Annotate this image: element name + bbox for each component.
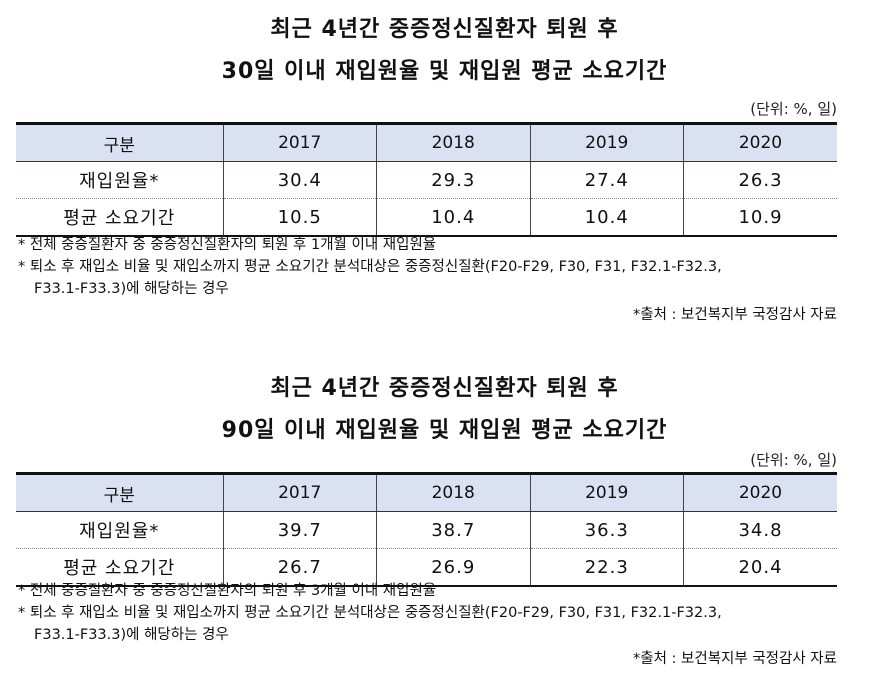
footnote-continuation: F33.1-F33.3)에 해당하는 경우	[34, 281, 229, 297]
footnote: * 퇴소 후 재입소 비율 및 재입소까지 평균 소요기간 분석대상은 중증정신…	[18, 259, 722, 275]
table-cell: 36.3	[529, 511, 684, 549]
footnote: * 전체 중증질환자 중 중증정신질환자의 퇴원 후 1개월 이내 재입원율	[18, 237, 437, 253]
source-note: *출처 : 보건복지부 국정감사 자료	[633, 307, 837, 323]
header-year: 2019	[529, 472, 684, 512]
header-year: 2018	[376, 122, 531, 162]
section-title-line1: 최근 4년간 중증정신질환자 퇴원 후	[270, 17, 619, 42]
row-label: 평균 소요기간	[16, 548, 224, 587]
table-header-row: 구분 2017 2018 2019 2020	[16, 122, 837, 162]
section-title-line2: 30일 이내 재입원율 및 재입원 평균 소요기간	[221, 59, 668, 84]
row-label: 평균 소요기간	[16, 198, 224, 237]
table-cell: 26.7	[222, 548, 377, 587]
table-row: 평균 소요기간 26.7 26.9 22.3 20.4	[16, 548, 837, 587]
table-cell: 27.4	[529, 161, 684, 199]
header-year: 2020	[683, 122, 837, 162]
table-row: 재입원율* 39.7 38.7 36.3 34.8	[16, 511, 837, 549]
table-cell: 38.7	[376, 511, 531, 549]
table-cell: 26.3	[683, 161, 837, 199]
unit-label: (단위: %, 일)	[750, 100, 837, 118]
section-title-line1: 최근 4년간 중증정신질환자 퇴원 후	[270, 376, 619, 401]
section-90-day: 최근 4년간 중증정신질환자 퇴원 후 90일 이내 재입원율 및 재입원 평균…	[0, 359, 889, 667]
table-cell: 22.3	[529, 548, 684, 587]
footnotes: * 전체 중증질환자 중 중증정신질환자의 퇴원 후 1개월 이내 재입원율 *…	[18, 234, 848, 300]
table-cell: 39.7	[222, 511, 377, 549]
table-cell: 29.3	[376, 161, 531, 199]
row-label: 재입원율*	[16, 161, 224, 199]
header-year: 2019	[529, 122, 684, 162]
table-row: 재입원율* 30.4 29.3 27.4 26.3	[16, 161, 837, 199]
table-header-row: 구분 2017 2018 2019 2020	[16, 472, 837, 512]
table-cell: 10.5	[222, 198, 377, 237]
table-cell: 10.4	[376, 198, 531, 237]
table-cell: 10.4	[529, 198, 684, 237]
header-category: 구분	[16, 472, 224, 512]
section-title-line2: 90일 이내 재입원율 및 재입원 평균 소요기간	[221, 418, 668, 443]
footnotes: * 전체 중증질환자 중 중증정신질환자의 퇴원 후 3개월 이내 재입원율 *…	[18, 580, 848, 646]
table-row: 평균 소요기간 10.5 10.4 10.4 10.9	[16, 198, 837, 237]
footnote: * 퇴소 후 재입소 비율 및 재입소까지 평균 소요기간 분석대상은 중증정신…	[18, 605, 722, 621]
table-cell: 10.9	[683, 198, 837, 237]
header-year: 2020	[683, 472, 837, 512]
header-year: 2017	[222, 122, 377, 162]
footnote: * 전체 중증질환자 중 중증정신질환자의 퇴원 후 3개월 이내 재입원율	[18, 583, 437, 599]
source-note: *출처 : 보건복지부 국정감사 자료	[633, 651, 837, 667]
unit-label: (단위: %, 일)	[750, 451, 837, 469]
readmission-table: 구분 2017 2018 2019 2020 재입원율* 30.4 29.3 2…	[16, 122, 837, 237]
header-year: 2018	[376, 472, 531, 512]
header-year: 2017	[222, 472, 377, 512]
readmission-table: 구분 2017 2018 2019 2020 재입원율* 39.7 38.7 3…	[16, 472, 837, 587]
section-30-day: 최근 4년간 중증정신질환자 퇴원 후 30일 이내 재입원율 및 재입원 평균…	[0, 0, 889, 323]
footnote-continuation: F33.1-F33.3)에 해당하는 경우	[34, 627, 229, 643]
table-cell: 30.4	[222, 161, 377, 199]
table-cell: 34.8	[683, 511, 837, 549]
row-label: 재입원율*	[16, 511, 224, 549]
table-cell: 20.4	[683, 548, 837, 587]
header-category: 구분	[16, 122, 224, 162]
